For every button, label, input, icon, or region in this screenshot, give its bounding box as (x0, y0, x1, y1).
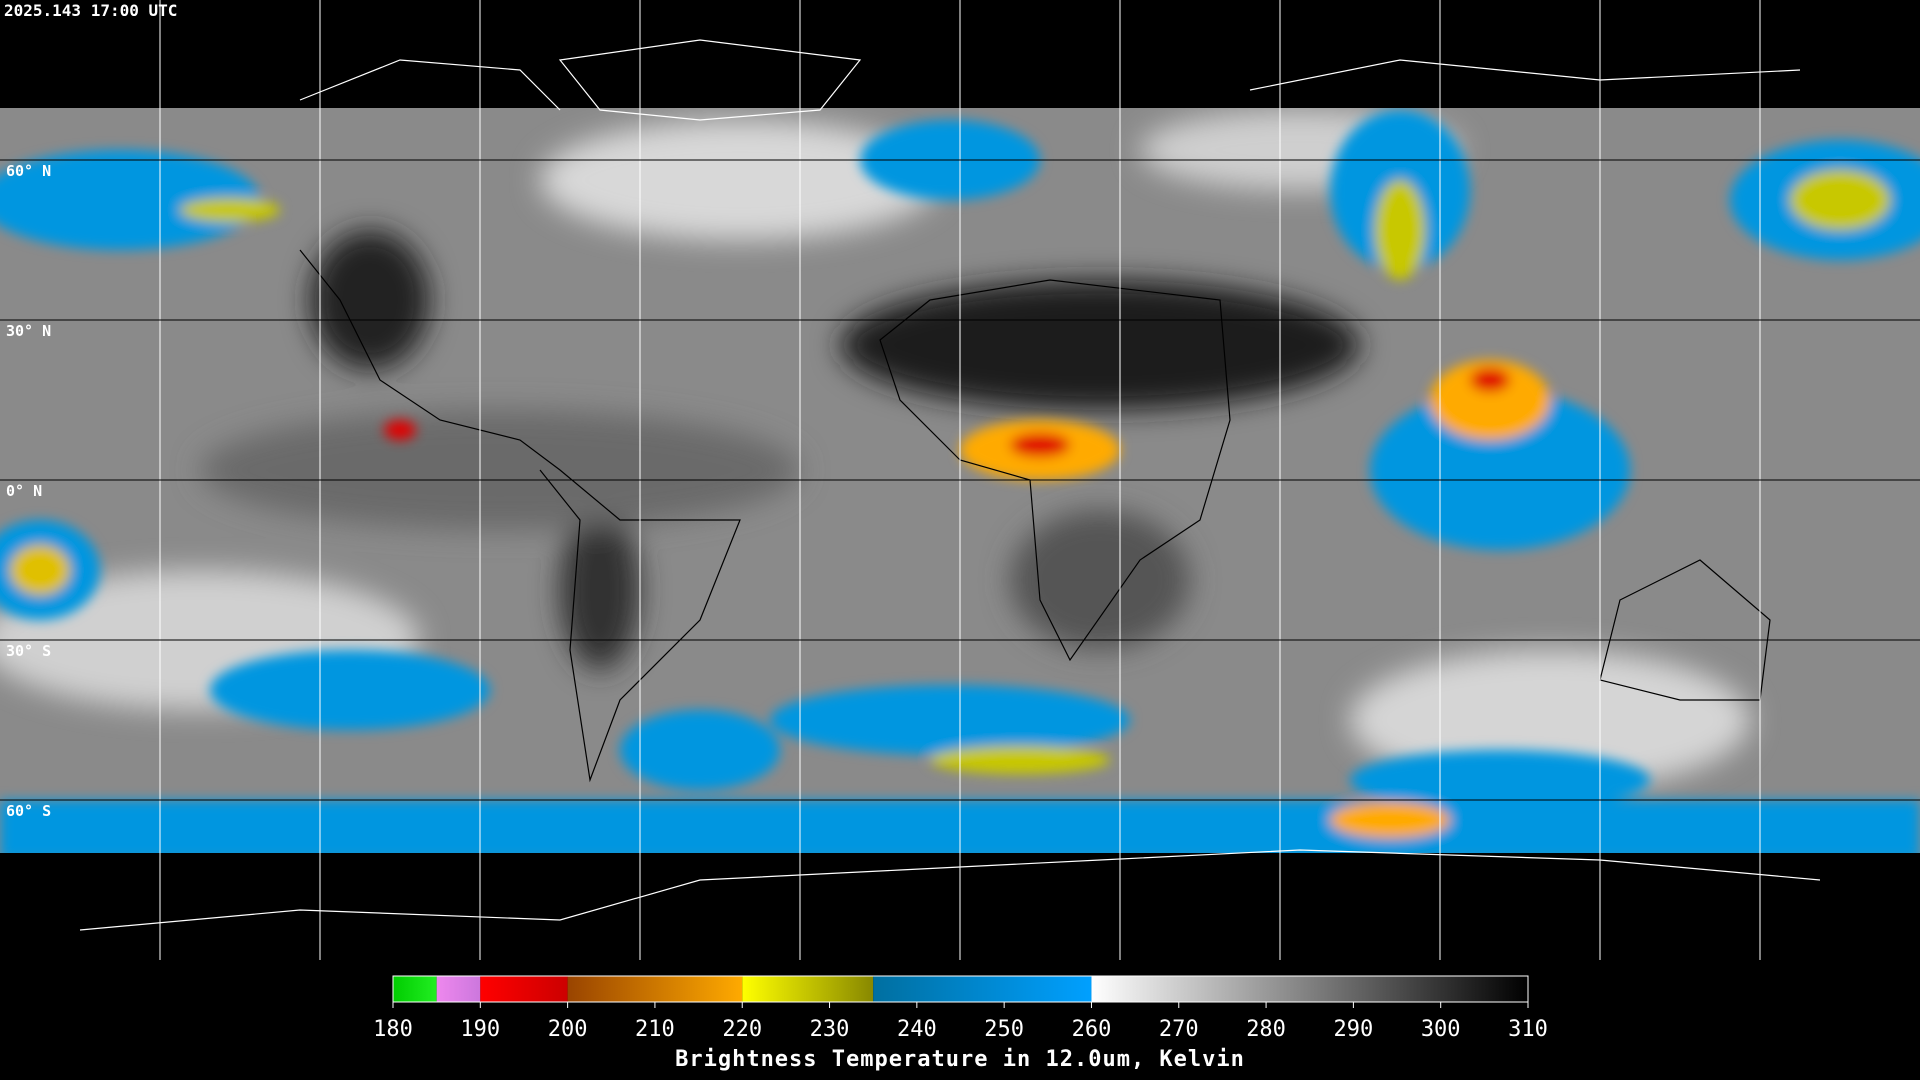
colorbar-tick-label: 250 (984, 1017, 1024, 1042)
colorbar-segment (1091, 976, 1528, 1002)
colorbar-tick-label: 260 (1072, 1017, 1112, 1042)
colorbar-frame (392, 975, 1529, 1003)
colorbar-tick-label: 210 (635, 1017, 675, 1042)
colorbar-segment (393, 976, 437, 1002)
colorbar: 180 190 200 210 220 230 240 250 260 270 280 290 300 3… (373, 975, 1548, 1042)
colorbar-segment (480, 976, 568, 1002)
latitude-label: 0° N (6, 482, 42, 500)
latitude-label: 60° S (6, 802, 51, 820)
colorbar-tick-label: 220 (722, 1017, 762, 1042)
colorbar-segment (873, 976, 1092, 1002)
colorbar-segment (436, 976, 481, 1002)
colorbar-tick-label: 190 (460, 1017, 500, 1042)
graticule: 60° N 30° N 0° N 30° S 60° S (0, 0, 1920, 960)
latitude-label: 60° N (6, 162, 51, 180)
polar-coastlines (79, 39, 1821, 931)
colorbar-tick-label: 180 (373, 1017, 413, 1042)
colorbar-segment (567, 976, 743, 1002)
colorbar-tick-label: 240 (897, 1017, 937, 1042)
colorbar-segment (742, 976, 874, 1002)
colorbar-tick-label: 270 (1159, 1017, 1199, 1042)
colorbar-tick-label: 200 (548, 1017, 588, 1042)
colorbar-title: Brightness Temperature in 12.0um, Kelvin (675, 1047, 1245, 1072)
colorbar-tick-label: 310 (1508, 1017, 1548, 1042)
colorbar-tick-label: 300 (1421, 1017, 1461, 1042)
colorbar-tick-label: 230 (810, 1017, 850, 1042)
latitude-label: 30° S (6, 642, 51, 660)
colorbar-tick-label: 290 (1334, 1017, 1374, 1042)
colorbar-tick-label: 280 (1246, 1017, 1286, 1042)
timestamp: 2025.143 17:00 UTC (4, 1, 177, 20)
latitude-label: 30° N (6, 322, 51, 340)
